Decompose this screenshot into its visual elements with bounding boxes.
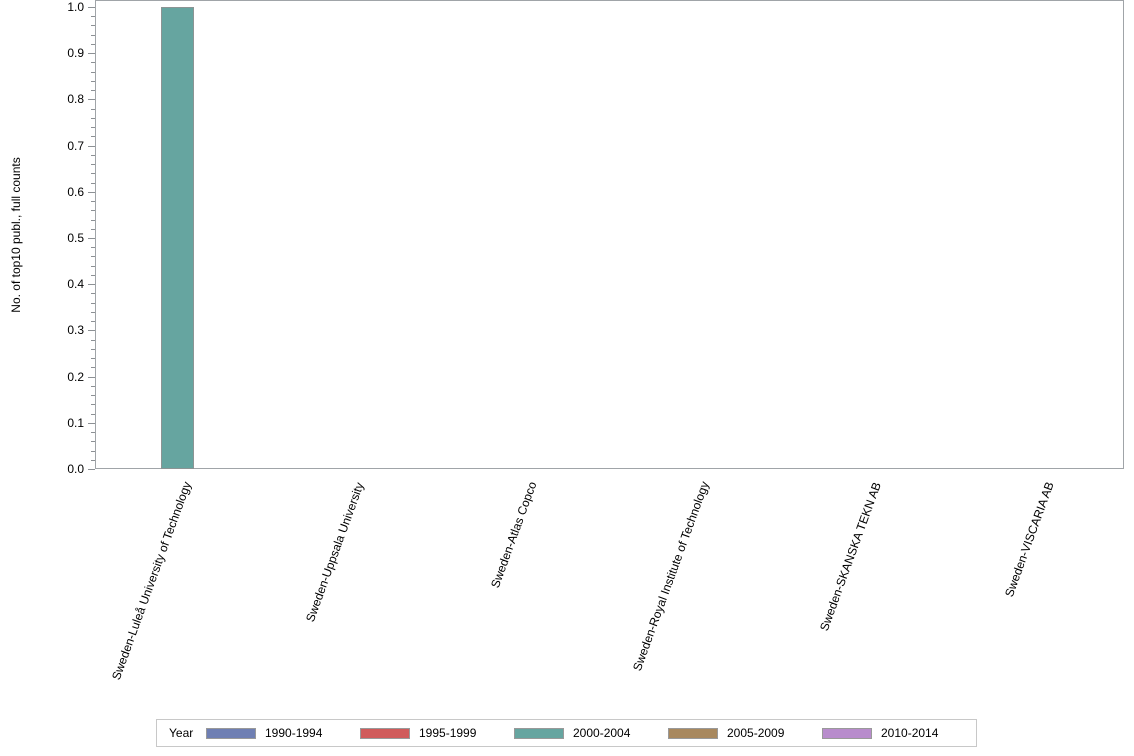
legend-swatch (360, 727, 410, 739)
y-tick-label: 0.3 (67, 323, 84, 338)
y-tick-label: 0.7 (67, 138, 84, 153)
y-tick-minor (91, 247, 95, 248)
legend-item: 2010-2014 (822, 726, 976, 740)
x-tick-label: Sweden-Uppsala University (303, 479, 367, 624)
y-tick-label: 0.8 (67, 92, 84, 107)
y-tick-label: 0.6 (67, 184, 84, 199)
y-tick-major (88, 53, 95, 54)
y-tick-major (88, 238, 95, 239)
y-tick-major (88, 7, 95, 8)
y-tick-minor (91, 293, 95, 294)
y-tick-minor (91, 173, 95, 174)
legend-item: 2000-2004 (514, 726, 668, 740)
y-tick-minor (91, 220, 95, 221)
y-tick-minor (91, 35, 95, 36)
y-tick-minor (91, 90, 95, 91)
y-tick-label: 0.5 (67, 231, 84, 245)
y-tick-label: 0.1 (67, 415, 84, 430)
legend-swatch (822, 727, 872, 739)
y-tick-minor (91, 460, 95, 461)
x-tick-label: Sweden-VISCARIA AB (1001, 479, 1057, 599)
y-tick-minor (91, 358, 95, 359)
y-tick-minor (91, 321, 95, 322)
y-tick-label: 0.9 (67, 46, 84, 61)
legend: Year 1990-1994 1995-1999 2000-2004 2005-200… (156, 719, 977, 747)
y-tick-minor (91, 312, 95, 313)
x-tick-label: Sweden-SKANSKA TEKN AB (817, 479, 885, 633)
legend-swatch (514, 727, 564, 739)
x-tick-label: Sweden-Atlas Copco (487, 479, 540, 591)
plot-area (95, 0, 1124, 469)
y-tick-minor (91, 81, 95, 82)
y-tick-minor (91, 404, 95, 405)
y-tick-label: 0.2 (67, 369, 84, 384)
legend-swatch (668, 727, 718, 739)
y-tick-minor (91, 201, 95, 202)
y-tick-minor (91, 386, 95, 387)
y-tick-minor (91, 451, 95, 452)
y-tick-label: 1.0 (67, 0, 84, 14)
legend-label: 2010-2014 (881, 726, 939, 740)
y-tick-major (88, 284, 95, 285)
y-tick-label: 0.4 (67, 277, 84, 292)
y-tick-major (88, 99, 95, 100)
x-tick-label: Sweden-Royal Institute of Technology (629, 479, 712, 674)
y-tick-minor (91, 183, 95, 184)
legend-label: 2000-2004 (573, 726, 631, 740)
y-tick-minor (91, 340, 95, 341)
y-tick-minor (91, 136, 95, 137)
y-tick-label: 0.0 (67, 462, 84, 476)
y-tick-minor (91, 441, 95, 442)
legend-items: 1990-1994 1995-1999 2000-2004 2005-2009 2010… (206, 726, 976, 740)
y-tick-minor (91, 256, 95, 257)
x-tick-label: Sweden-Luleå University of Technology (109, 479, 195, 683)
y-tick-major (88, 423, 95, 424)
legend-label: 1995-1999 (419, 726, 477, 740)
y-tick-minor (91, 72, 95, 73)
y-tick-major (88, 192, 95, 193)
legend-title: Year (169, 726, 194, 740)
y-tick-minor (91, 16, 95, 17)
y-tick-minor (91, 118, 95, 119)
y-tick-minor (91, 164, 95, 165)
y-tick-minor (91, 229, 95, 230)
y-tick-minor (91, 109, 95, 110)
y-tick-minor (91, 44, 95, 45)
legend-label: 1990-1994 (265, 726, 323, 740)
legend-item: 1990-1994 (206, 726, 360, 740)
legend-label: 2005-2009 (727, 726, 785, 740)
y-tick-minor (91, 414, 95, 415)
legend-item: 2005-2009 (668, 726, 822, 740)
y-tick-major (88, 377, 95, 378)
y-tick-minor (91, 210, 95, 211)
y-tick-major (88, 146, 95, 147)
y-tick-minor (91, 303, 95, 304)
legend-item: 1995-1999 (360, 726, 514, 740)
y-tick-major (88, 469, 95, 470)
y-tick-minor (91, 155, 95, 156)
y-tick-minor (91, 349, 95, 350)
y-axis-title: No. of top10 publ., full counts (9, 157, 23, 313)
y-tick-minor (91, 127, 95, 128)
y-tick-major (88, 330, 95, 331)
y-tick-minor (91, 395, 95, 396)
y-tick-minor (91, 25, 95, 26)
bar (160, 7, 194, 469)
y-tick-minor (91, 62, 95, 63)
y-tick-minor (91, 367, 95, 368)
legend-swatch (206, 727, 256, 739)
y-tick-minor (91, 266, 95, 267)
y-tick-minor (91, 275, 95, 276)
y-tick-minor (91, 432, 95, 433)
